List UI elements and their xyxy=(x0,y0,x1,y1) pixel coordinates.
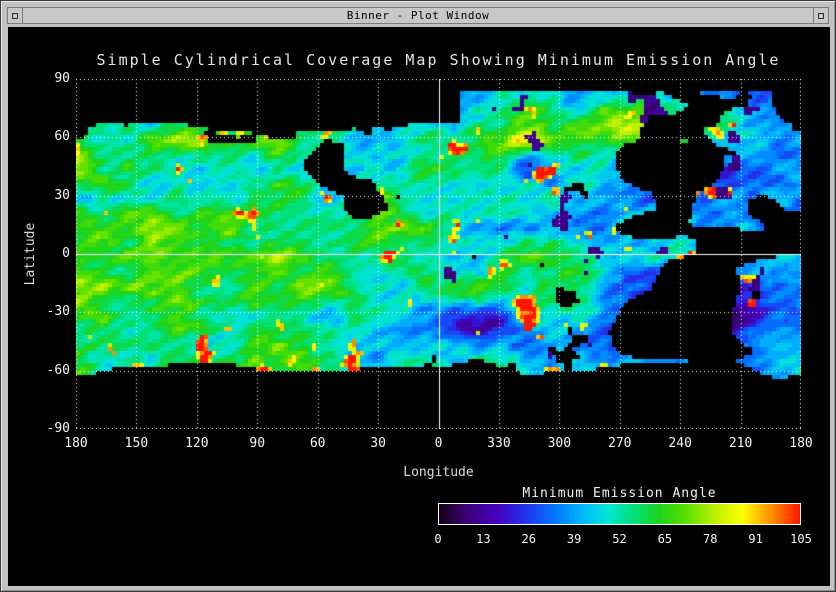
colorbar xyxy=(438,503,801,525)
colorbar-tick-label: 91 xyxy=(748,532,763,546)
colorbar-tick-label: 26 xyxy=(521,532,536,546)
window-maximize-button[interactable] xyxy=(813,8,828,23)
x-tick-label: 30 xyxy=(370,436,386,451)
colorbar-tick-label: 52 xyxy=(612,532,627,546)
window-menu-button[interactable] xyxy=(8,8,23,23)
x-axis-label: Longitude xyxy=(403,465,474,480)
coverage-map-canvas xyxy=(76,79,801,429)
colorbar-tick-label: 13 xyxy=(476,532,491,546)
x-tick-label: 90 xyxy=(249,436,266,451)
x-tick-label: 150 xyxy=(124,436,149,451)
window-title: Binner - Plot Window xyxy=(346,9,490,22)
x-tick-label: 330 xyxy=(487,436,511,451)
y-tick-label: 90 xyxy=(54,71,70,86)
window-maximize-icon xyxy=(818,12,824,19)
x-tick-label: 180 xyxy=(64,436,88,451)
plot-client-area: Simple Cylindrical Coverage Map Showing … xyxy=(8,27,830,586)
x-tick-label: 0 xyxy=(434,436,443,451)
y-tick-label: 60 xyxy=(54,129,70,145)
colorbar-tick-label: 65 xyxy=(657,532,673,546)
colorbar-tick-label: 39 xyxy=(566,532,582,546)
x-tick-label: 180 xyxy=(789,436,813,451)
y-tick-label: 0 xyxy=(62,246,70,261)
y-tick-label: -60 xyxy=(46,362,70,378)
plot-title: Simple Cylindrical Coverage Map Showing … xyxy=(96,51,781,69)
colorbar-tick-label: 78 xyxy=(703,532,718,546)
y-tick-label: -30 xyxy=(46,304,70,320)
colorbar-tick-label: 105 xyxy=(790,532,812,546)
y-tick-label: 30 xyxy=(54,187,70,203)
x-tick-label: 120 xyxy=(185,436,209,451)
window-menu-icon xyxy=(12,12,18,19)
x-tick-label: 300 xyxy=(547,436,572,451)
colorbar-tick-label: 0 xyxy=(434,532,442,546)
x-tick-label: 60 xyxy=(309,436,326,451)
y-tick-label: -90 xyxy=(46,421,70,436)
x-tick-label: 270 xyxy=(608,436,632,451)
window-titlebar[interactable]: Binner - Plot Window xyxy=(7,7,829,24)
x-tick-label: 210 xyxy=(728,436,753,451)
x-tick-label: 240 xyxy=(668,436,692,451)
colorbar-title: Minimum Emission Angle xyxy=(522,486,717,501)
